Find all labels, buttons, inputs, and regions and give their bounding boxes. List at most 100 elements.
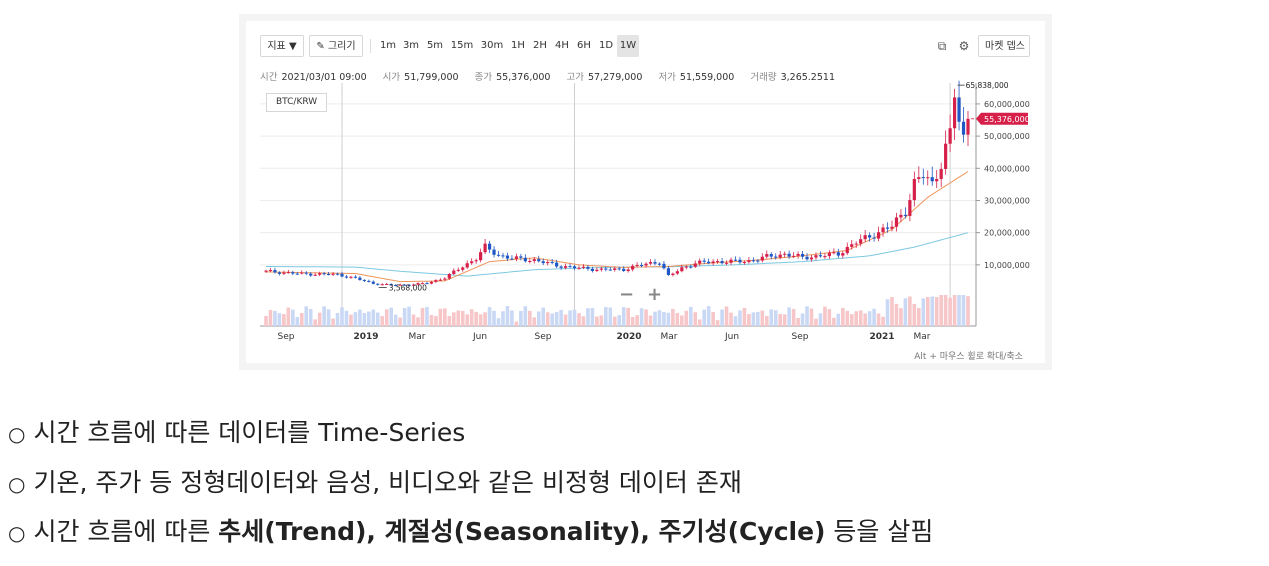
candle-body xyxy=(340,273,344,277)
volume-bar xyxy=(308,309,313,326)
timeframe-1m[interactable]: 1m xyxy=(379,40,397,51)
draw-button[interactable]: ✎ 그리기 xyxy=(309,35,363,57)
volume-bar xyxy=(456,310,461,326)
candle-body xyxy=(800,253,805,257)
candle-body xyxy=(380,284,384,286)
volume-bar xyxy=(474,311,478,326)
candle-body xyxy=(282,272,286,274)
volume-bar xyxy=(836,313,841,326)
volume-bar xyxy=(729,312,733,326)
volume-bar xyxy=(541,307,546,326)
candle-body xyxy=(675,271,679,274)
volume-bar xyxy=(742,308,747,326)
volume-bar xyxy=(429,314,434,326)
timeframe-5m[interactable]: 5m xyxy=(426,40,444,51)
candle-body xyxy=(577,267,581,269)
volume-bar xyxy=(291,309,295,326)
candle-body xyxy=(465,263,469,268)
volume-bar xyxy=(581,316,586,326)
candle-body xyxy=(724,262,729,264)
candle-body xyxy=(626,269,630,272)
candle-body xyxy=(541,261,545,264)
market-depth-button[interactable]: 마켓 뎁스 xyxy=(978,35,1030,57)
volume-bar xyxy=(487,307,492,326)
volume-bar xyxy=(957,295,961,326)
zoom-in-icon[interactable]: + xyxy=(647,284,662,305)
volume-bar xyxy=(304,306,309,326)
bullet-item: ○ 기온, 주가 등 정형데이터와 음성, 비디오와 같은 비정형 데이터 존재 xyxy=(8,463,742,499)
candle-body xyxy=(389,283,393,286)
timeframe-1W[interactable]: 1W xyxy=(617,35,639,57)
candle-body xyxy=(532,259,536,261)
candle-body xyxy=(738,259,742,263)
volume-bar xyxy=(680,315,684,326)
volume-bar xyxy=(501,311,505,326)
volume-bar xyxy=(438,308,443,326)
volume-bar xyxy=(966,296,970,326)
candle-body xyxy=(707,261,711,264)
volume-bar xyxy=(769,309,774,326)
candle-body xyxy=(599,268,603,270)
indicator-button[interactable]: 지표 ▼ xyxy=(260,35,304,57)
timeframe-30m[interactable]: 30m xyxy=(480,40,504,51)
pair-badge[interactable]: BTC/KRW xyxy=(266,93,328,112)
candle-body xyxy=(747,260,751,263)
price-chart[interactable]: 10,000,000 20,000,000 30,000,000 40,000,000… xyxy=(246,21,1045,363)
timeframe-15m[interactable]: 15m xyxy=(450,40,474,51)
timeframe-4H[interactable]: 4H xyxy=(555,40,569,51)
x-tick-label: 2021 xyxy=(869,332,894,342)
time-value: 2021/03/01 09:00 xyxy=(281,72,367,83)
volume-bar xyxy=(349,314,353,326)
candle-body xyxy=(429,281,434,284)
candle-body xyxy=(836,252,840,256)
gear-icon[interactable]: ⚙ xyxy=(958,39,970,53)
volume-bar xyxy=(635,315,639,326)
volume-bar xyxy=(894,303,899,326)
candle-body xyxy=(546,262,550,264)
y-tick-label: 30,000,000 xyxy=(984,196,1030,205)
volume-label: 거래량 xyxy=(750,72,777,83)
external-link-icon[interactable]: ⧉ xyxy=(937,39,947,53)
candle-body xyxy=(760,256,764,261)
volume-bar xyxy=(720,309,724,326)
candle-body xyxy=(948,128,952,144)
volume-bar xyxy=(814,318,818,326)
volume-bar xyxy=(849,314,854,326)
volume-bar xyxy=(536,311,541,326)
volume-bar xyxy=(630,317,635,326)
candle-body xyxy=(581,266,586,268)
candle-body xyxy=(416,283,420,285)
candle-body xyxy=(783,253,787,255)
candle-body xyxy=(832,252,836,254)
volume-bar xyxy=(706,306,711,326)
candle-body xyxy=(622,268,626,272)
candle-body xyxy=(608,269,612,271)
volume-bar xyxy=(371,309,376,326)
volume-bar xyxy=(832,317,836,326)
volume-bar xyxy=(621,307,626,326)
volume-bar xyxy=(407,306,411,326)
volume-bar xyxy=(715,320,720,326)
candle-body xyxy=(595,269,599,271)
timeframe-3m[interactable]: 3m xyxy=(402,40,420,51)
candle-body xyxy=(823,256,827,258)
candle-body xyxy=(680,267,684,272)
candle-body xyxy=(349,276,353,278)
volume-bar xyxy=(384,309,389,326)
candle-body xyxy=(559,266,563,268)
candle-body xyxy=(765,254,769,257)
candle-body xyxy=(318,273,322,275)
candle-body xyxy=(572,266,577,269)
candle-body xyxy=(666,268,671,275)
zoom-out-icon[interactable]: − xyxy=(619,284,634,305)
volume-bar xyxy=(854,311,859,326)
candle-body xyxy=(653,262,657,264)
candle-body xyxy=(961,121,966,135)
timeframe-1H[interactable]: 1H xyxy=(511,40,525,51)
volume-bar xyxy=(299,313,304,326)
timeframe-6H[interactable]: 6H xyxy=(577,40,591,51)
timeframe-2H[interactable]: 2H xyxy=(533,40,547,51)
candle-body xyxy=(903,214,908,216)
candle-body xyxy=(631,265,635,270)
timeframe-1D[interactable]: 1D xyxy=(598,40,614,51)
